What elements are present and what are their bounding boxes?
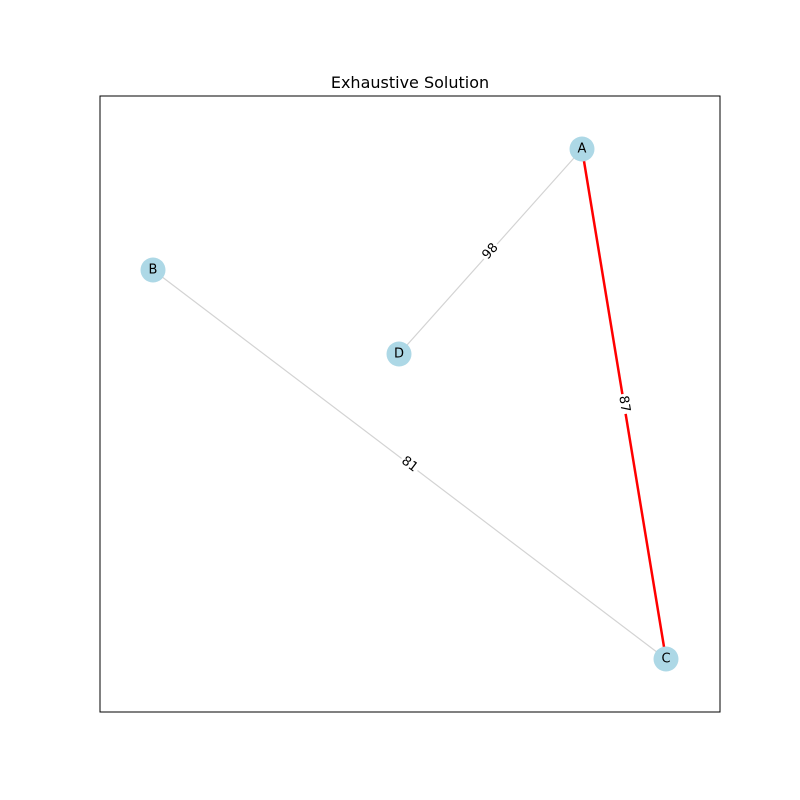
edge-label-background <box>396 452 423 477</box>
edge-label-group-a-d: 98 <box>477 238 504 265</box>
node-label-a: A <box>578 142 587 157</box>
edge-labels-layer: 98 81 87 <box>396 238 634 477</box>
edge-label-group-b-c: 81 <box>396 452 423 477</box>
nodes-layer: A B C D <box>140 136 679 672</box>
node-b <box>140 257 166 283</box>
node-d <box>386 341 412 367</box>
edge-label-background <box>614 392 634 416</box>
edge-label-group-a-c: 87 <box>614 392 634 416</box>
edge-label-background <box>477 238 504 265</box>
node-a <box>569 136 595 162</box>
node-label-d: D <box>394 347 404 362</box>
node-label-c: C <box>661 652 670 667</box>
node-label-b: B <box>149 263 158 278</box>
figure-title: Exhaustive Solution <box>331 73 489 92</box>
node-c <box>653 646 679 672</box>
edge-weight-label: 87 <box>615 395 632 414</box>
